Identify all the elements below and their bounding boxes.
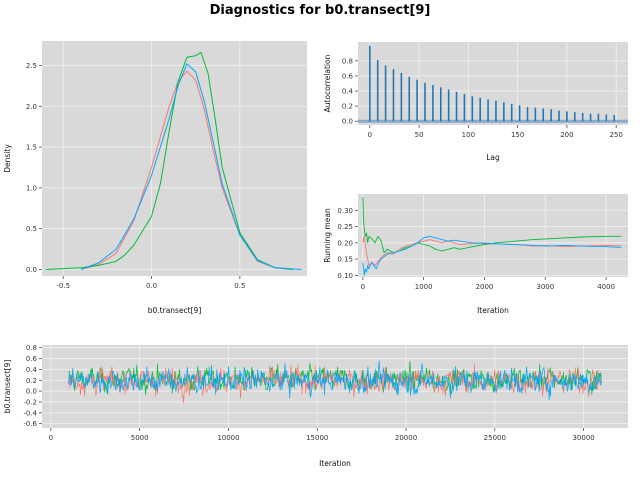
y-tick-label: -0.4 <box>23 409 37 417</box>
x-tick-label: 0.0 <box>146 282 157 290</box>
y-tick-label: 0.0 <box>26 388 37 396</box>
y-tick-label: 0.2 <box>342 103 353 111</box>
x-tick-label: -0.5 <box>56 282 70 290</box>
trace-panel: 0 5000 10000 15000 20000 25000 30000 -0.6 -0.4 -0… <box>3 344 628 468</box>
x-tick-label: 250 <box>609 131 622 139</box>
trace-plot-area <box>42 345 628 428</box>
autocorrelation-panel: 0 50 100 150 200 250 0.0 0.2 0.4 0.6 0.8 Lag Autoc… <box>323 42 628 162</box>
y-tick-label: 0.15 <box>337 256 353 264</box>
x-tick-label: 15000 <box>306 434 328 442</box>
y-tick-label: 2.5 <box>26 62 37 70</box>
trace-line-chain-3 <box>68 360 602 401</box>
trace-x-axis-label: Iteration <box>319 459 351 468</box>
y-tick-label: 0.0 <box>26 266 37 274</box>
x-tick-label: 3000 <box>536 283 554 291</box>
y-tick-label: 0.8 <box>26 344 37 352</box>
x-tick-label: 1000 <box>415 283 433 291</box>
running-mean-x-axis-label: Iteration <box>477 306 509 315</box>
density-plot-area <box>42 41 307 276</box>
x-tick-label: 10000 <box>217 434 239 442</box>
density-y-axis-label: Density <box>3 144 12 173</box>
autocorrelation-plot-area <box>358 42 628 125</box>
y-tick-label: -0.6 <box>23 420 37 428</box>
running-mean-y-axis-label: Running mean <box>323 208 332 263</box>
x-tick-label: 2000 <box>476 283 494 291</box>
autocorrelation-y-axis-label: Autocorrelation <box>323 54 332 112</box>
y-tick-label: 0.10 <box>337 272 353 280</box>
y-tick-label: 0.5 <box>26 225 37 233</box>
y-tick-label: -0.2 <box>23 398 37 406</box>
x-tick-label: 0.5 <box>234 282 245 290</box>
y-tick-label: 1.5 <box>26 144 37 152</box>
x-tick-label: 50 <box>415 131 424 139</box>
running-mean-plot-area <box>358 194 628 277</box>
x-tick-label: 150 <box>511 131 524 139</box>
y-tick-label: 0.0 <box>342 118 353 126</box>
density-line-chain-3 <box>80 63 302 270</box>
y-tick-label: 0.30 <box>337 207 353 215</box>
y-tick-label: 0.8 <box>342 57 353 65</box>
x-tick-label: 25000 <box>484 434 506 442</box>
autocorrelation-x-axis-label: Lag <box>486 153 500 162</box>
x-tick-label: 0 <box>49 434 53 442</box>
y-tick-label: 0.6 <box>342 72 354 80</box>
y-tick-label: 0.4 <box>26 366 38 374</box>
x-tick-label: 5000 <box>131 434 149 442</box>
running-mean-line-chain-3 <box>362 235 622 276</box>
density-panel: -0.5 0.0 0.5 0.0 0.5 1.0 1.5 2.0 2.5 b0.transect… <box>3 41 307 315</box>
density-x-axis-label: b0.transect[9] <box>148 306 202 315</box>
y-tick-label: 0.20 <box>337 239 353 247</box>
y-tick-label: 0.2 <box>26 377 37 385</box>
y-tick-label: 2.0 <box>26 103 37 111</box>
running-mean-panel: 0 1000 2000 3000 4000 0.10 0.15 0.20 0.25 0.30 It… <box>323 194 628 315</box>
y-tick-label: 1.0 <box>26 184 37 192</box>
density-line-chain-2 <box>45 51 293 270</box>
figure-title: Diagnostics for b0.transect[9] <box>210 3 431 18</box>
y-tick-label: 0.25 <box>337 223 353 231</box>
x-tick-label: 30000 <box>572 434 594 442</box>
trace-line-chain-1 <box>68 363 602 404</box>
x-tick-label: 200 <box>560 131 573 139</box>
y-tick-label: 0.4 <box>342 88 354 96</box>
x-tick-label: 100 <box>462 131 475 139</box>
x-tick-label: 0 <box>361 283 365 291</box>
trace-y-axis-label: b0.transect[9] <box>3 360 12 414</box>
x-tick-label: 0 <box>368 131 372 139</box>
x-tick-label: 20000 <box>395 434 417 442</box>
x-tick-label: 4000 <box>597 283 615 291</box>
y-tick-label: 0.6 <box>26 355 38 363</box>
